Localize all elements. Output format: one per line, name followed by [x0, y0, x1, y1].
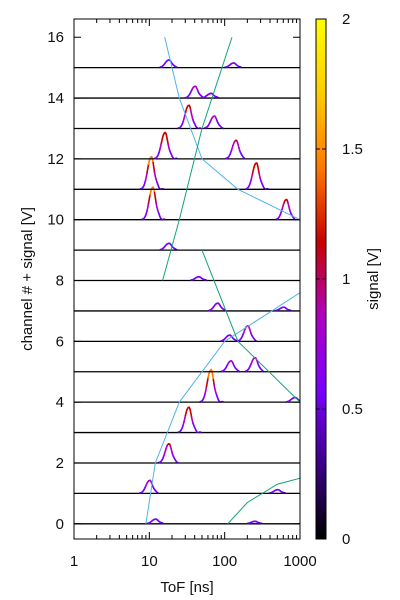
y-tick-label: 6 — [56, 333, 64, 350]
x-axis-title: ToF [ns] — [160, 579, 213, 596]
colorbar-ticks: 0 0.5 1 1.5 2 — [316, 11, 363, 548]
channel-traces — [74, 59, 300, 525]
guide-curve — [201, 249, 300, 403]
x-tick-label: 1000 — [283, 553, 316, 570]
guide-curves — [145, 37, 300, 525]
y-axis-ticks: 0 2 4 6 8 10 12 14 16 — [47, 29, 300, 533]
y-tick-label: 12 — [47, 151, 64, 168]
x-axis-ticks: 1 10 100 1000 — [70, 19, 317, 570]
colorbar-tick-label: 1 — [342, 271, 350, 288]
trace-segment — [152, 161, 155, 169]
plot-frame — [73, 18, 301, 540]
trace-segment — [153, 166, 156, 174]
trace-segment — [153, 192, 157, 199]
trace-segment — [195, 126, 199, 130]
y-axis-title: channel # + signal [V] — [19, 207, 36, 351]
colorbar-title: signal [V] — [365, 248, 382, 310]
x-tick-label: 1 — [70, 553, 78, 570]
y-tick-label: 8 — [56, 273, 64, 290]
colorbar-tick-label: 2 — [342, 11, 350, 28]
y-tick-label: 4 — [56, 394, 64, 411]
guide-curve — [162, 37, 233, 281]
y-tick-label: 2 — [56, 455, 64, 472]
trace-segment — [195, 430, 199, 434]
y-tick-label: 14 — [47, 90, 64, 107]
colorbar-tick-label: 0.5 — [342, 401, 363, 418]
colorbar-tick-label: 1.5 — [342, 141, 363, 158]
trace-segment — [254, 339, 258, 342]
x-tick-label: 100 — [212, 553, 237, 570]
colorbar-tick-label: 0 — [342, 531, 350, 548]
guide-curve — [227, 477, 300, 525]
y-tick-label: 10 — [47, 212, 64, 229]
guide-curve — [145, 292, 300, 524]
trace-segment — [211, 373, 215, 381]
trace-segment — [212, 378, 215, 386]
y-tick-label: 0 — [56, 516, 64, 533]
y-tick-label: 16 — [47, 29, 64, 46]
trace-segment — [154, 197, 157, 204]
guide-curve — [164, 37, 300, 221]
x-tick-label: 10 — [141, 553, 158, 570]
